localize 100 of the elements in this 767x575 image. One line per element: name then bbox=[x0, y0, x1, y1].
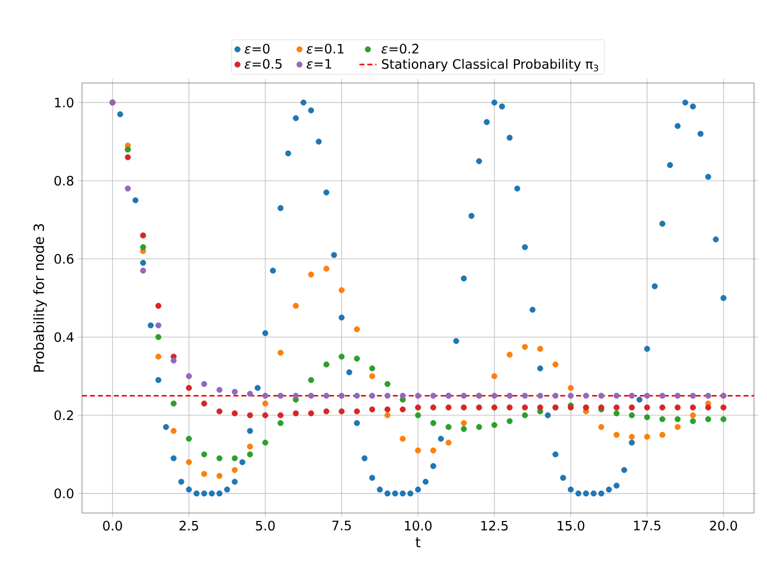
point bbox=[415, 412, 421, 418]
point bbox=[323, 266, 330, 272]
point bbox=[659, 392, 666, 399]
point bbox=[460, 392, 467, 399]
x-tick-label: 5.0 bbox=[256, 520, 275, 531]
point bbox=[124, 154, 131, 160]
point bbox=[278, 392, 284, 399]
point bbox=[384, 381, 390, 387]
point bbox=[308, 272, 314, 278]
point bbox=[720, 416, 726, 422]
point bbox=[506, 418, 513, 424]
point bbox=[292, 392, 299, 399]
y-tick-label: 1.0 bbox=[55, 98, 74, 108]
point bbox=[384, 406, 390, 412]
point bbox=[506, 352, 513, 358]
point bbox=[338, 392, 345, 399]
point bbox=[186, 459, 192, 466]
point bbox=[278, 420, 284, 426]
legend-label: Stationary Classical Probability π$_{3}$ bbox=[382, 58, 598, 72]
point bbox=[537, 346, 544, 352]
point bbox=[430, 447, 436, 454]
x-tick-label: 10.0 bbox=[405, 520, 432, 531]
point bbox=[628, 412, 635, 418]
point bbox=[155, 302, 162, 309]
point bbox=[232, 467, 238, 473]
point bbox=[491, 404, 498, 410]
point bbox=[140, 232, 146, 238]
point bbox=[369, 406, 376, 412]
point bbox=[384, 412, 390, 418]
point bbox=[170, 358, 177, 364]
legend-label: ε=0.2 bbox=[382, 44, 418, 54]
point bbox=[140, 244, 146, 250]
point bbox=[598, 392, 604, 399]
point bbox=[338, 287, 345, 294]
point bbox=[690, 412, 696, 418]
point bbox=[338, 408, 345, 414]
point bbox=[674, 416, 681, 422]
point bbox=[614, 392, 620, 399]
point bbox=[583, 392, 589, 399]
point bbox=[568, 392, 574, 399]
point bbox=[155, 322, 162, 328]
point bbox=[659, 432, 666, 438]
point bbox=[491, 392, 498, 399]
point bbox=[522, 412, 528, 418]
point bbox=[705, 404, 712, 410]
point bbox=[400, 392, 406, 399]
point bbox=[216, 408, 222, 414]
point bbox=[232, 388, 238, 395]
point bbox=[323, 408, 330, 414]
point bbox=[659, 404, 666, 410]
point bbox=[644, 434, 650, 440]
point bbox=[644, 404, 650, 410]
point bbox=[659, 416, 666, 422]
point bbox=[262, 392, 268, 399]
point bbox=[537, 404, 544, 410]
point bbox=[522, 404, 528, 410]
point bbox=[400, 436, 406, 442]
point bbox=[186, 436, 192, 442]
y-tick-label: 0.8 bbox=[54, 176, 74, 186]
point bbox=[292, 410, 299, 416]
point bbox=[720, 404, 726, 410]
y-tick-label: 0.2 bbox=[54, 410, 73, 420]
point bbox=[446, 404, 452, 410]
point bbox=[705, 392, 712, 399]
point bbox=[247, 412, 253, 418]
point bbox=[262, 440, 268, 446]
point bbox=[400, 406, 406, 412]
point bbox=[201, 400, 208, 407]
point bbox=[537, 392, 544, 399]
point bbox=[354, 408, 360, 414]
point bbox=[354, 356, 360, 362]
point bbox=[674, 404, 681, 410]
point bbox=[338, 354, 345, 360]
y-tick-label: 0.6 bbox=[54, 254, 74, 264]
point bbox=[568, 384, 574, 391]
point bbox=[614, 404, 620, 410]
point bbox=[216, 455, 222, 462]
point bbox=[278, 412, 284, 418]
point bbox=[155, 334, 162, 340]
x-tick-label: 7.5 bbox=[332, 520, 351, 530]
point bbox=[247, 390, 253, 397]
point bbox=[598, 424, 604, 430]
point bbox=[614, 410, 620, 416]
point bbox=[506, 392, 513, 399]
legend-label: ε=0.5 bbox=[244, 58, 282, 69]
point bbox=[369, 392, 376, 399]
point bbox=[430, 404, 436, 410]
point bbox=[506, 404, 513, 410]
point bbox=[140, 268, 146, 274]
point bbox=[278, 350, 284, 356]
point bbox=[460, 404, 467, 410]
point bbox=[247, 444, 253, 450]
point bbox=[690, 418, 696, 424]
point bbox=[354, 326, 360, 332]
x-tick-label: 12.5 bbox=[481, 520, 508, 531]
point bbox=[124, 186, 131, 192]
x-tick-label: 0.0 bbox=[103, 520, 122, 531]
point bbox=[430, 392, 436, 399]
x-tick-label: 2.5 bbox=[180, 520, 198, 531]
y-axis-title: Probability for node 3 bbox=[33, 224, 47, 372]
